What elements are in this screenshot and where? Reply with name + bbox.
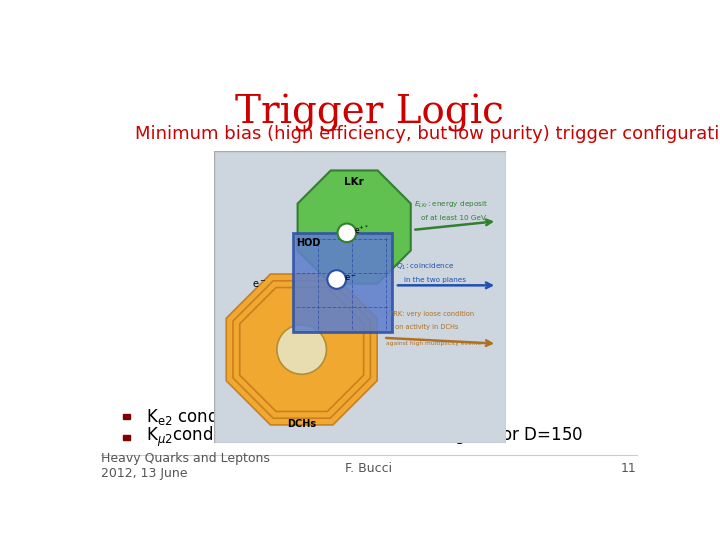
Text: K$_{\mu 2}$condition: Q$_1$$\times$1Trk/D, downscaling factor D=150: K$_{\mu 2}$condition: Q$_1$$\times$1Trk/…	[145, 425, 583, 449]
Text: $Q_1$: coincidence: $Q_1$: coincidence	[397, 262, 455, 273]
Text: F. Bucci: F. Bucci	[346, 462, 392, 475]
FancyBboxPatch shape	[124, 435, 130, 440]
Text: DCHs: DCHs	[287, 418, 316, 429]
Circle shape	[277, 325, 326, 374]
Text: K$_{\mathrm{e2}}$ condition: Q$_1$$\times$E$_{\mathrm{LKr}}$ $\times$1Trk: K$_{\mathrm{e2}}$ condition: Q$_1$$\time…	[145, 406, 389, 427]
Circle shape	[338, 224, 356, 242]
Polygon shape	[226, 274, 377, 425]
Text: LKr: LKr	[344, 177, 364, 187]
Text: Minimum bias (high efficiency, but low purity) trigger configuration used: Minimum bias (high efficiency, but low p…	[135, 125, 720, 143]
Polygon shape	[240, 287, 364, 411]
Polygon shape	[233, 281, 370, 418]
Text: Heavy Quarks and Leptons
2012, 13 June: Heavy Quarks and Leptons 2012, 13 June	[101, 452, 270, 480]
Text: e$^{+*}$: e$^{+*}$	[354, 224, 369, 237]
Text: Trigger Logic: Trigger Logic	[235, 94, 503, 132]
Text: HOD: HOD	[297, 238, 321, 248]
Text: e$^-$: e$^-$	[344, 273, 356, 283]
FancyBboxPatch shape	[124, 415, 130, 420]
Polygon shape	[297, 171, 410, 284]
FancyBboxPatch shape	[293, 233, 392, 332]
Circle shape	[328, 270, 346, 289]
Text: 1TRK: very loose condition: 1TRK: very loose condition	[384, 311, 474, 317]
Text: e$^-$: e$^-$	[252, 279, 266, 291]
Text: on activity in DCHs: on activity in DCHs	[395, 324, 459, 330]
Text: 11: 11	[621, 462, 637, 475]
Text: of at least 10 GeV: of at least 10 GeV	[421, 215, 486, 221]
FancyBboxPatch shape	[215, 151, 505, 443]
Text: $E_{LKr}$: energy deposit: $E_{LKr}$: energy deposit	[414, 200, 488, 210]
Text: in the two planes: in the two planes	[404, 278, 466, 284]
Text: against high multiplicity events: against high multiplicity events	[386, 341, 481, 346]
